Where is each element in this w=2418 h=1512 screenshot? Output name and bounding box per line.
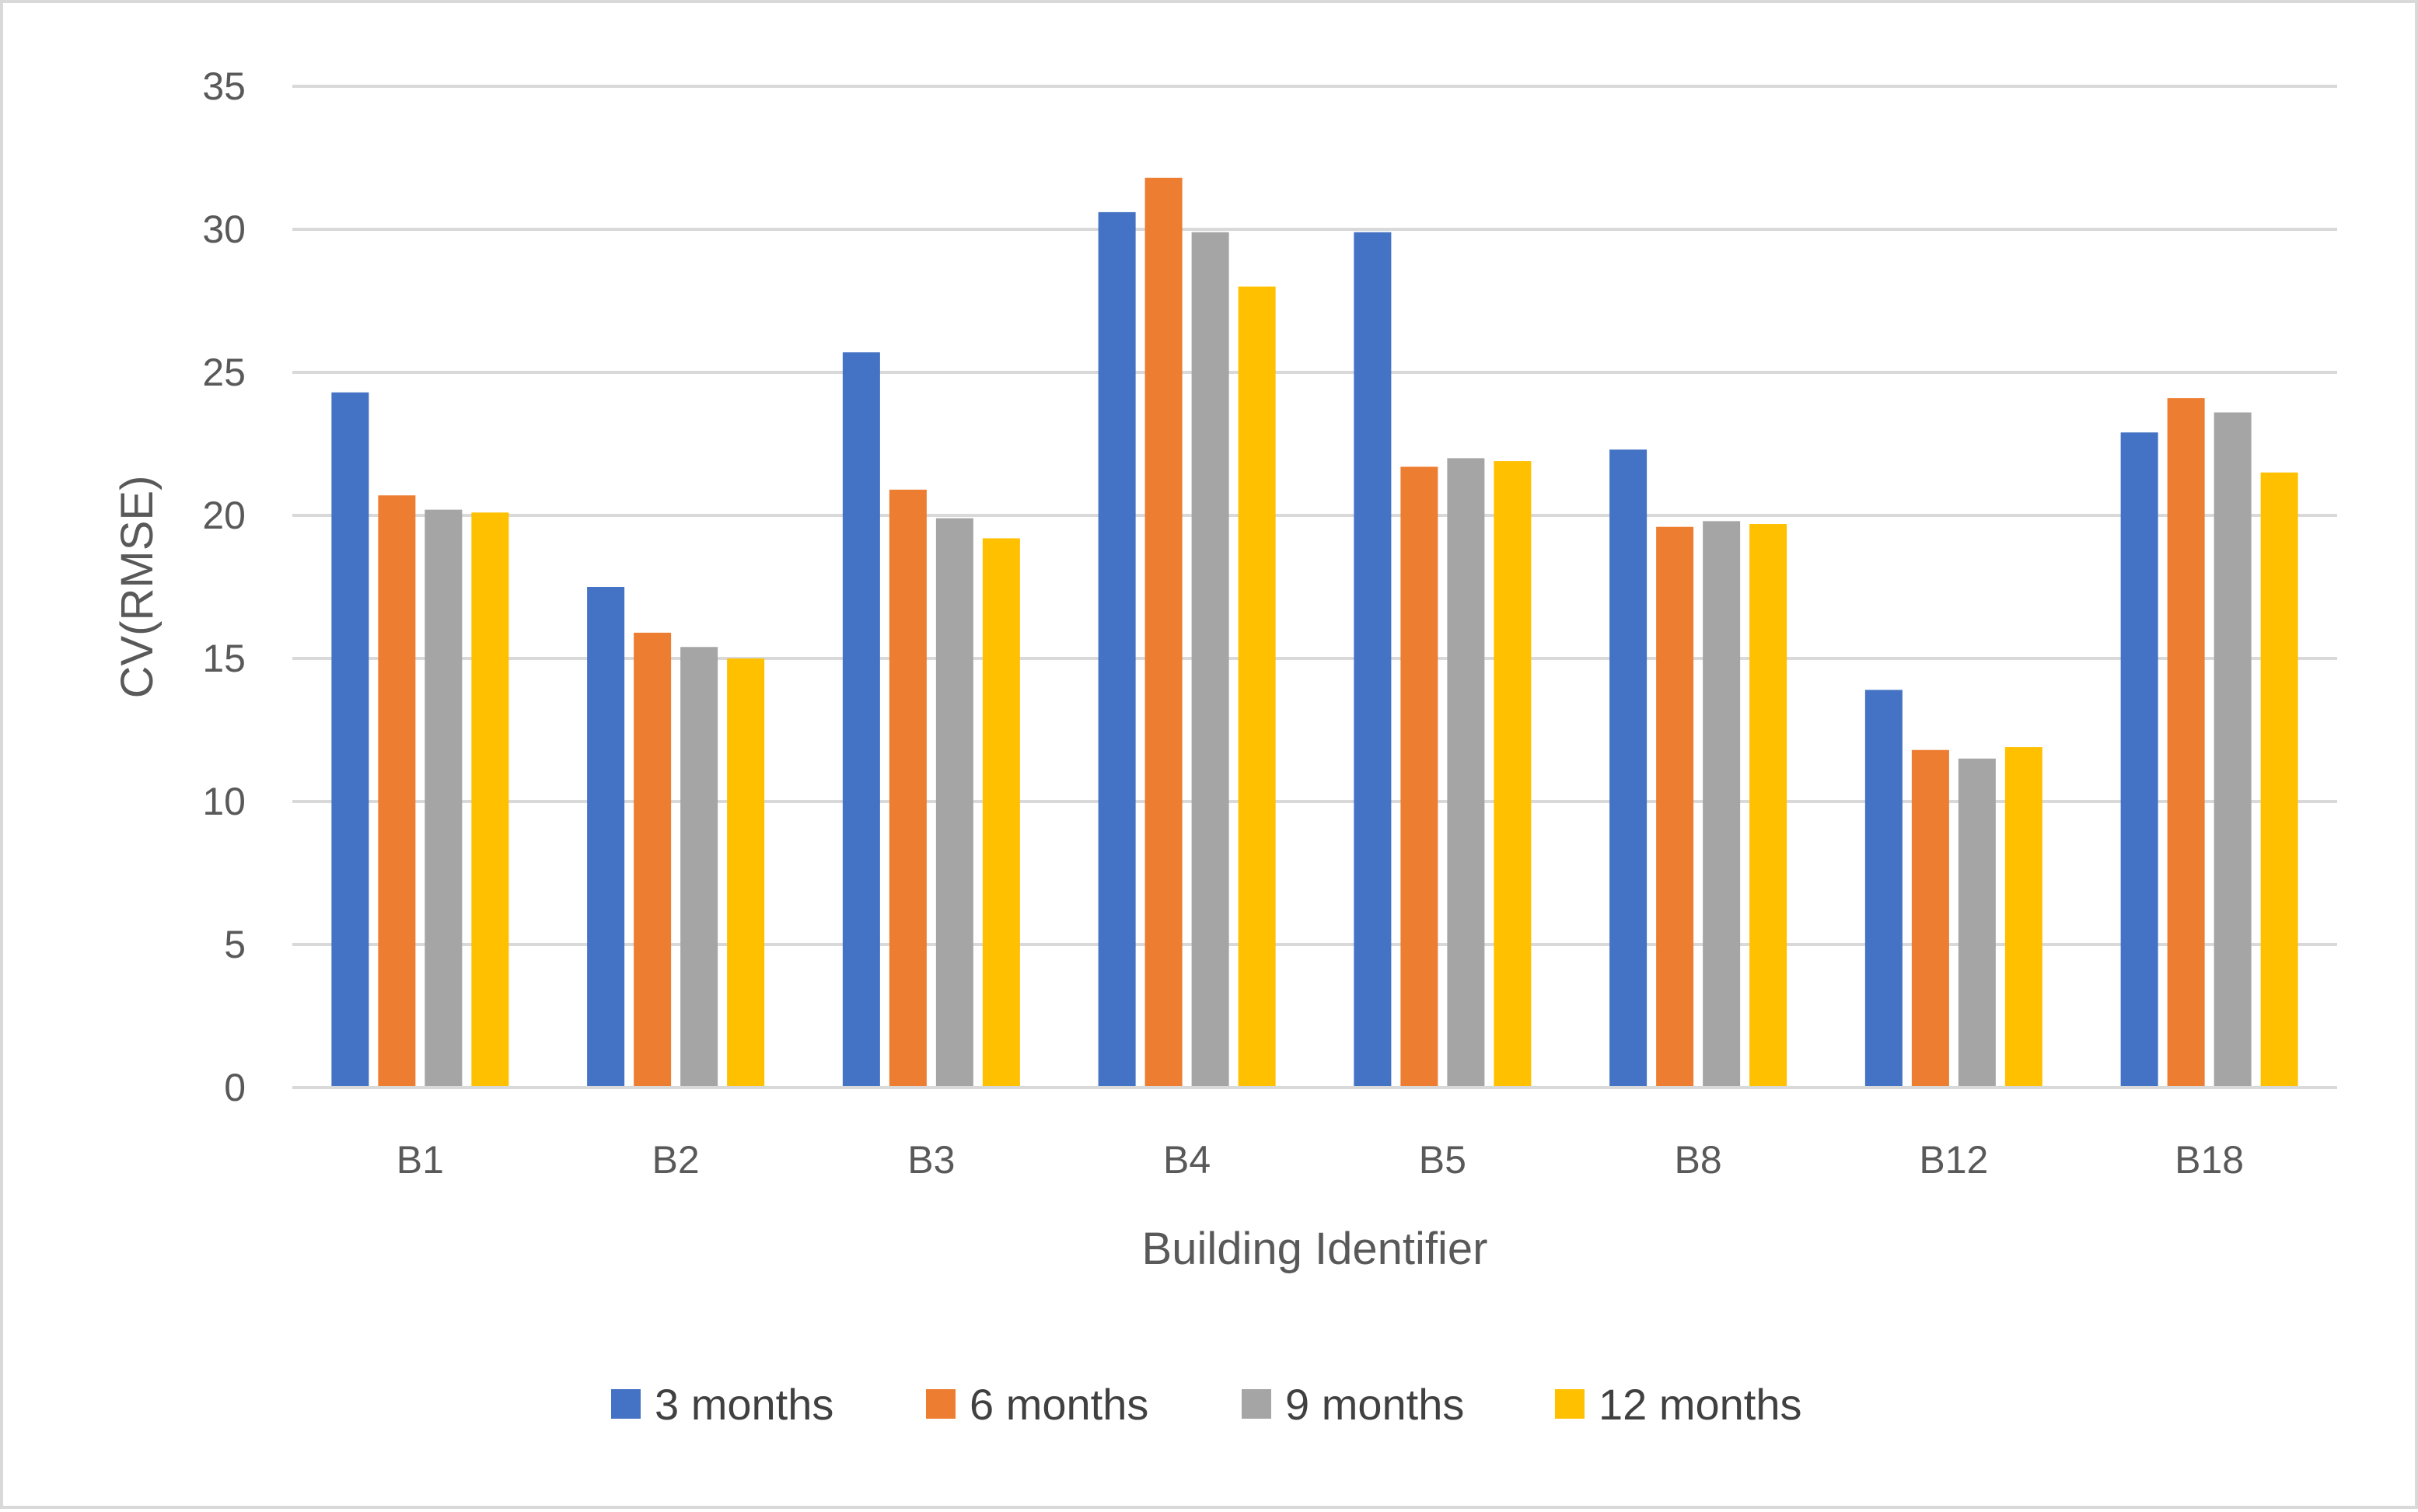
y-axis-ticks: 0 5 10 15 20 25 30 35 bbox=[202, 65, 246, 1109]
legend-swatch bbox=[611, 1389, 641, 1419]
bar-B18-12-months bbox=[2260, 472, 2298, 1088]
legend-swatch bbox=[1555, 1389, 1585, 1419]
bar-B5-3-months bbox=[1354, 232, 1392, 1088]
legend-label: 3 months bbox=[655, 1380, 833, 1429]
bar-B2-3-months bbox=[587, 587, 625, 1088]
bar-B4-6-months bbox=[1144, 177, 1183, 1088]
bar-B5-12-months bbox=[1494, 461, 1532, 1088]
legend: 3 months 6 months 9 months 12 months bbox=[611, 1380, 1802, 1429]
bar-B2-12-months bbox=[727, 658, 765, 1088]
bars bbox=[331, 177, 2298, 1088]
y-tick-label: 20 bbox=[202, 494, 246, 537]
gridlines bbox=[292, 85, 2337, 946]
bar-B2-9-months bbox=[680, 647, 718, 1088]
bar-B12-9-months bbox=[1958, 758, 1996, 1088]
legend-label: 12 months bbox=[1599, 1380, 1802, 1429]
legend-label: 6 months bbox=[970, 1380, 1148, 1429]
y-tick-label: 5 bbox=[224, 923, 246, 966]
bar-B3-9-months bbox=[935, 518, 973, 1088]
bar-B4-9-months bbox=[1191, 232, 1229, 1088]
bar-B5-9-months bbox=[1447, 458, 1485, 1088]
y-tick-label: 15 bbox=[202, 637, 246, 680]
bar-B5-6-months bbox=[1400, 466, 1438, 1088]
legend-swatch bbox=[1242, 1389, 1271, 1419]
bar-B2-6-months bbox=[634, 632, 672, 1088]
bar-B8-12-months bbox=[1749, 524, 1787, 1088]
bar-B1-3-months bbox=[331, 392, 369, 1088]
bar-B12-3-months bbox=[1864, 690, 1903, 1088]
bar-B1-12-months bbox=[471, 512, 509, 1088]
bar-B1-9-months bbox=[425, 509, 463, 1088]
y-tick-label: 30 bbox=[202, 208, 246, 251]
bar-B8-3-months bbox=[1609, 449, 1648, 1088]
bar-B4-12-months bbox=[1238, 286, 1276, 1088]
bar-B18-6-months bbox=[2167, 398, 2205, 1088]
bar-B3-6-months bbox=[889, 489, 927, 1088]
y-axis-title: CV(RMSE) bbox=[112, 476, 162, 699]
bar-B8-6-months bbox=[1656, 526, 1694, 1088]
y-tick-label: 0 bbox=[224, 1066, 246, 1109]
x-tick-label: B3 bbox=[907, 1138, 955, 1182]
legend-label: 9 months bbox=[1285, 1380, 1464, 1429]
bar-B3-12-months bbox=[982, 538, 1020, 1088]
x-tick-label: B1 bbox=[397, 1138, 444, 1182]
bar-B3-3-months bbox=[842, 352, 880, 1088]
y-tick-label: 25 bbox=[202, 351, 246, 394]
chart-svg: 0 5 10 15 20 25 30 35 B1 B2 B3 B4 B5 B8 B12 B18 CV(RMS… bbox=[112, 65, 2337, 1429]
x-tick-label: B12 bbox=[1919, 1138, 1988, 1182]
bar-B12-6-months bbox=[1911, 749, 1949, 1088]
x-axis-ticks: B1 B2 B3 B4 B5 B8 B12 B18 bbox=[397, 1138, 2244, 1182]
bar-B4-3-months bbox=[1098, 211, 1136, 1088]
x-tick-label: B5 bbox=[1419, 1138, 1466, 1182]
bar-B8-9-months bbox=[1703, 521, 1741, 1088]
bar-B12-12-months bbox=[2004, 747, 2042, 1088]
y-tick-label: 10 bbox=[202, 780, 246, 823]
x-axis-title: Building Identifier bbox=[1142, 1224, 1488, 1274]
x-tick-label: B4 bbox=[1163, 1138, 1211, 1182]
legend-swatch bbox=[926, 1389, 956, 1419]
x-tick-label: B2 bbox=[652, 1138, 700, 1182]
y-tick-label: 35 bbox=[202, 65, 246, 108]
bar-B18-9-months bbox=[2214, 412, 2252, 1088]
x-tick-label: B18 bbox=[2175, 1138, 2244, 1182]
bar-B18-3-months bbox=[2120, 432, 2158, 1088]
x-tick-label: B8 bbox=[1675, 1138, 1722, 1182]
bar-B1-6-months bbox=[378, 495, 416, 1088]
